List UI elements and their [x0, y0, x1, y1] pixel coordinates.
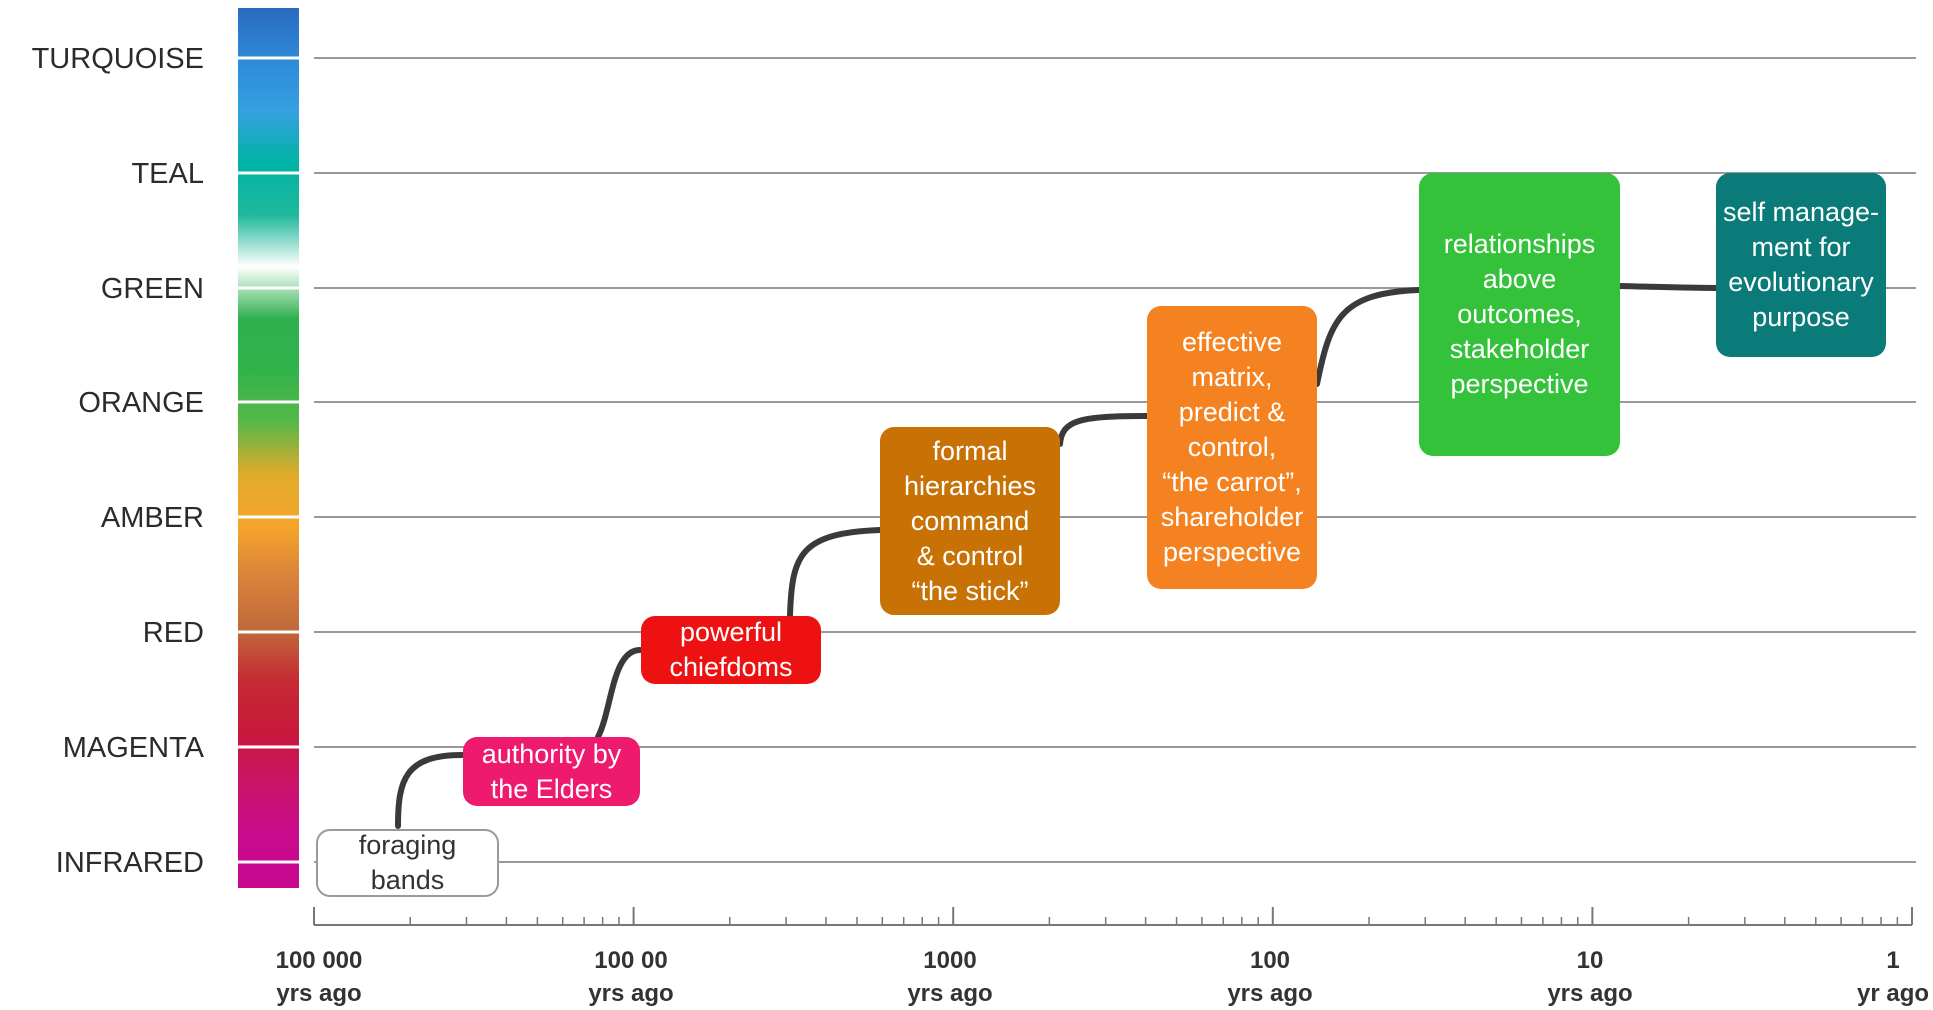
- time-axis: [313, 907, 1913, 926]
- tick-unit: yrs ago: [276, 980, 362, 1007]
- tick-unit: yrs ago: [1547, 980, 1633, 1007]
- stage-label: powerful chiefdoms: [669, 617, 793, 682]
- stage-label: self manage- ment for evolutionary purpo…: [1722, 197, 1880, 332]
- time-tick-label: 100 yrs ago: [1190, 944, 1350, 1010]
- time-tick-label: 1000 yrs ago: [870, 944, 1030, 1010]
- time-tick-label: 100 00 yrs ago: [551, 944, 711, 1010]
- time-tick-label: 1 yr ago: [1813, 944, 1933, 1010]
- color-spectrum-bar: [238, 8, 299, 888]
- level-label-red: RED: [142, 617, 204, 649]
- level-label-orange: ORANGE: [78, 387, 204, 419]
- tick-value: 1: [1886, 947, 1900, 974]
- tick-unit: yrs ago: [1227, 980, 1313, 1007]
- level-label-magenta: MAGENTA: [62, 732, 204, 764]
- stage-box-authority-by-elders: authority by the Elders: [463, 737, 640, 806]
- stage-box-foraging-bands: foraging bands: [316, 829, 499, 897]
- stage-box-formal-hierarchies: formal hierarchies command & control “th…: [880, 427, 1060, 615]
- spectrum-separators: [238, 56, 299, 864]
- stage-box-self-management: self manage- ment for evolutionary purpo…: [1716, 173, 1886, 357]
- tick-value: 100: [1249, 947, 1291, 974]
- stage-label: relationships above outcomes, stakeholde…: [1443, 229, 1596, 399]
- level-label-amber: AMBER: [100, 502, 204, 534]
- stage-label: formal hierarchies command & control “th…: [903, 435, 1037, 606]
- tick-unit: yr ago: [1856, 980, 1930, 1007]
- stage-box-effective-matrix: effective matrix, predict & control, “th…: [1147, 306, 1317, 589]
- tick-value: 1000: [923, 947, 977, 974]
- tick-unit: yrs ago: [588, 980, 674, 1007]
- tick-value: 100 00: [594, 947, 668, 974]
- stage-box-relationships: relationships above outcomes, stakeholde…: [1419, 173, 1620, 456]
- tick-value: 100 000: [275, 947, 363, 974]
- stage-label: effective matrix, predict & control, “th…: [1160, 327, 1304, 567]
- stage-box-powerful-chiefdoms: powerful chiefdoms: [641, 616, 821, 684]
- stage-label: authority by the Elders: [481, 738, 622, 804]
- tick-value: 10: [1576, 947, 1604, 974]
- tick-unit: yrs ago: [907, 980, 993, 1007]
- level-label-green: GREEN: [100, 273, 204, 305]
- time-tick-label: 100 000 yrs ago: [239, 944, 399, 1010]
- level-label-teal: TEAL: [131, 158, 204, 190]
- time-tick-label: 10 yrs ago: [1510, 944, 1670, 1010]
- level-label-infrared: INFRARED: [55, 847, 204, 879]
- evolution-curve: [395, 283, 1719, 829]
- level-label-turquoise: TURQUOISE: [31, 43, 204, 75]
- stage-label: foraging bands: [358, 830, 457, 895]
